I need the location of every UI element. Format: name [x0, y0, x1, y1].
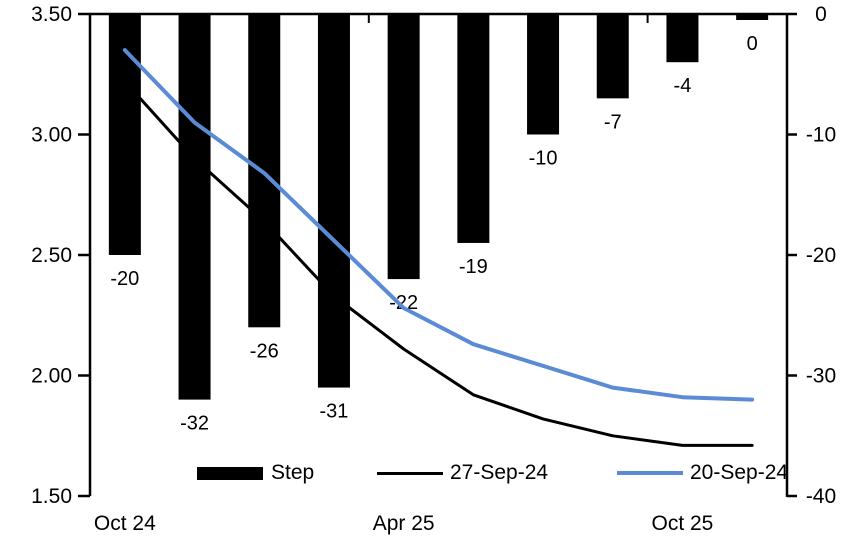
- x-axis-label-oct25: Oct 25: [651, 512, 714, 535]
- left-axis-tick-label: 2.00: [31, 365, 72, 388]
- legend-item-27-sep-24: 27-Sep-24: [377, 461, 548, 485]
- bar-data-label: -26: [250, 340, 279, 362]
- right-axis-tick-label: -10: [806, 124, 836, 147]
- bar-step-0: [736, 14, 769, 20]
- bar-step--31: [317, 14, 350, 388]
- left-axis-tick-label: 2.50: [31, 244, 72, 267]
- bar-step--7: [596, 14, 629, 99]
- bar-data-label: -31: [319, 401, 348, 423]
- left-axis-tick-label: 3.50: [31, 3, 72, 26]
- line-series-20-sep-24: [122, 48, 755, 402]
- legend-item-20-sep-24: 20-Sep-24: [617, 461, 788, 485]
- bar-data-label: -10: [529, 148, 558, 170]
- right-axis-tick-label: -40: [806, 485, 836, 508]
- legend-item-step: Step: [197, 461, 314, 485]
- right-axis-tick-label: 0: [815, 3, 827, 26]
- legend-label-step: Step: [271, 461, 315, 484]
- line-series-27-sep-24: [123, 80, 754, 447]
- bar-step--4: [666, 14, 699, 63]
- left-axis-tick-label: 3.00: [31, 124, 72, 147]
- bar-data-label: 0: [747, 33, 758, 55]
- bar-data-label: -20: [110, 268, 139, 290]
- x-axis-label-oct24: Oct 24: [93, 512, 156, 535]
- bar-data-label: -7: [604, 111, 622, 133]
- x-axis-label-apr25: Apr 25: [372, 512, 435, 535]
- legend-line-swatch-blue: [617, 471, 683, 475]
- bar-step--32: [178, 14, 211, 400]
- legend-label-20-sep-24: 20-Sep-24: [690, 461, 789, 484]
- legend-line-swatch-black: [377, 471, 443, 475]
- bar-data-label: -32: [180, 413, 209, 435]
- bar-step--10: [527, 14, 560, 135]
- legend-bar-swatch: [197, 466, 263, 480]
- bar-step--22: [387, 14, 420, 280]
- right-axis-tick-label: -20: [806, 244, 836, 267]
- legend-label-27-sep-24: 27-Sep-24: [450, 461, 549, 484]
- bar-step--20: [108, 14, 141, 255]
- bar-step--19: [457, 14, 490, 243]
- left-axis-tick-label: 1.50: [31, 485, 72, 508]
- bar-data-label: -4: [674, 75, 692, 97]
- right-axis-tick-label: -30: [806, 365, 836, 388]
- bar-data-label: -19: [459, 256, 488, 278]
- bar-data-label: -22: [389, 292, 418, 314]
